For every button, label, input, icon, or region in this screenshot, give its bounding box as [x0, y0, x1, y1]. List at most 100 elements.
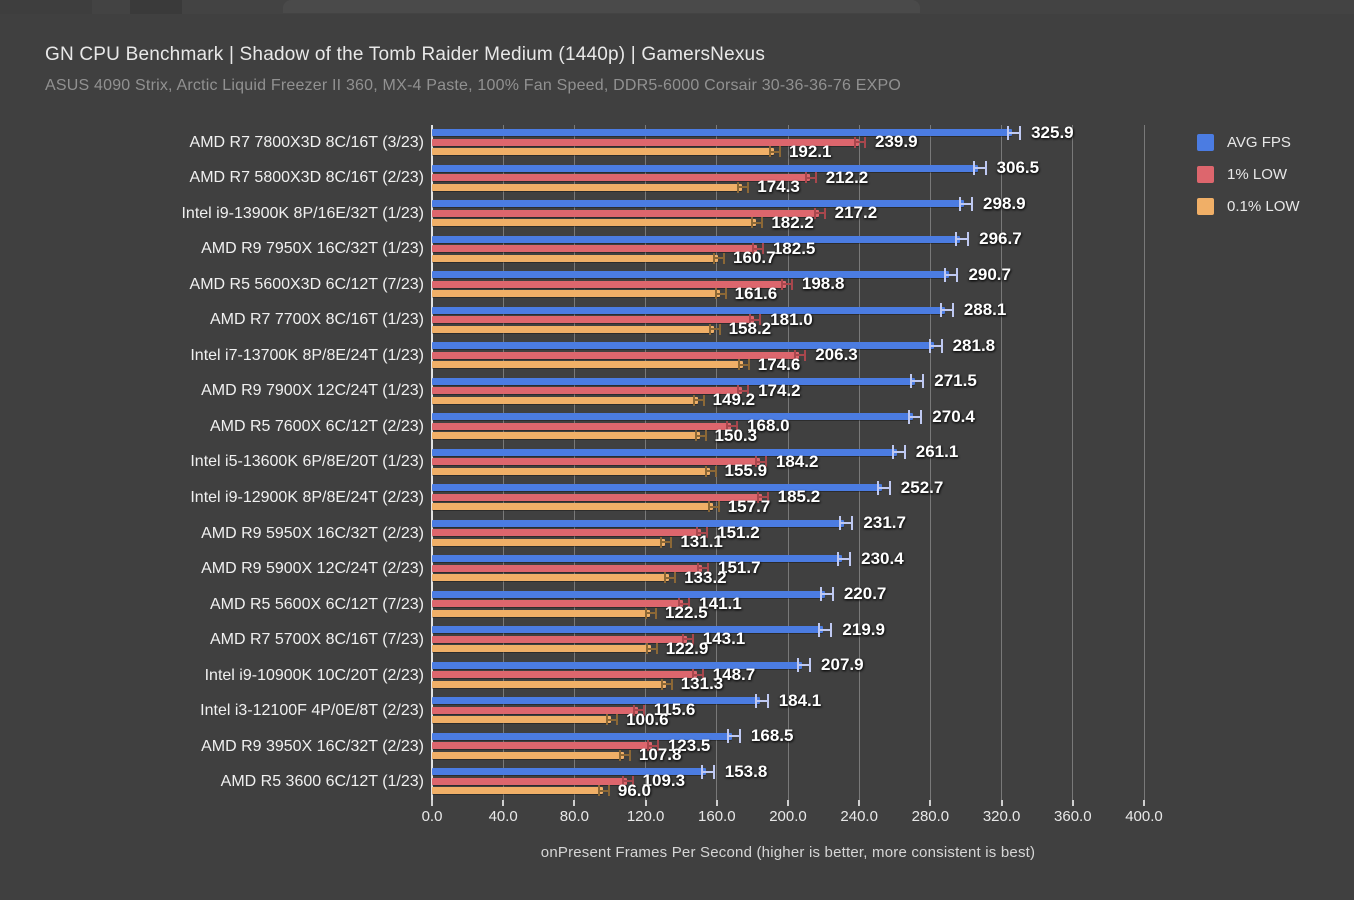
category-label: AMD R5 5600X 6C/12T (7/23)	[209, 595, 424, 613]
bar-avg-fps	[432, 697, 760, 705]
error-whisker-avg-fps	[876, 480, 891, 495]
tick-label: 80.0	[559, 808, 589, 825]
bar-avg-fps	[432, 555, 843, 563]
whisker-line	[709, 505, 718, 508]
error-whisker-avg-fps	[700, 764, 715, 779]
error-whisker-1pct-low	[737, 385, 750, 397]
value-label-avg-fps: 296.7	[979, 229, 1022, 249]
legend-label: AVG FPS	[1227, 133, 1291, 151]
error-whisker-1pct-low	[854, 136, 867, 148]
error-whisker-01pct-low	[597, 785, 610, 797]
value-label-01pct-low: 131.3	[680, 674, 724, 694]
bar-1pct-low	[432, 458, 760, 466]
error-whisker-01pct-low	[737, 181, 750, 193]
error-whisker-avg-fps	[726, 729, 741, 744]
error-whisker-1pct-low	[794, 349, 807, 361]
whisker-line	[699, 567, 708, 570]
browser-chrome-artifact	[130, 0, 182, 14]
value-label-01pct-low: 158.2	[728, 319, 772, 339]
gridline	[929, 125, 931, 800]
whisker-line	[751, 318, 760, 321]
error-whisker-01pct-low	[660, 678, 673, 690]
category-label: AMD R7 5800X3D 8C/16T (2/23)	[189, 169, 424, 187]
tick-mark	[715, 800, 718, 806]
whisker-line	[666, 576, 675, 579]
whisker-line	[839, 557, 850, 560]
bar-1pct-low	[432, 316, 755, 324]
value-label-avg-fps: 290.7	[968, 264, 1011, 284]
bar-avg-fps	[432, 377, 916, 385]
value-label-avg-fps: 281.8	[952, 335, 996, 355]
whisker-line	[696, 434, 705, 437]
value-label-avg-fps: 325.9	[1031, 122, 1074, 142]
error-whisker-01pct-low	[645, 643, 658, 655]
value-label-avg-fps: 207.9	[821, 655, 864, 675]
tick-mark	[858, 800, 861, 806]
error-whisker-01pct-low	[751, 217, 764, 229]
bar-01pct-low	[432, 183, 743, 191]
gridline	[787, 125, 789, 800]
whisker-line	[820, 628, 831, 631]
bar-1pct-low	[432, 138, 860, 146]
tick-mark	[644, 800, 647, 806]
value-label-01pct-low: 96.0	[617, 780, 651, 800]
whisker-line	[957, 238, 968, 241]
category-label: Intel i9-10900K 10C/20T (2/23)	[204, 666, 424, 684]
bar-01pct-low	[432, 148, 774, 155]
error-whisker-1pct-low	[754, 456, 767, 468]
bar-01pct-low	[432, 396, 698, 404]
bar-1pct-low	[432, 351, 800, 359]
value-label-01pct-low: 174.6	[757, 354, 801, 374]
value-label-avg-fps: 153.8	[724, 761, 768, 781]
value-label-avg-fps: 306.5	[996, 158, 1040, 178]
category-label: Intel i9-13900K 8P/16E/32T (1/23)	[181, 204, 424, 222]
value-label-1pct-low: 174.2	[758, 380, 801, 400]
value-label-1pct-low: 206.3	[815, 345, 858, 365]
legend-item: 0.1% LOW	[1197, 190, 1300, 222]
value-label-01pct-low: 122.9	[665, 638, 709, 658]
error-whisker-avg-fps	[959, 196, 974, 211]
whisker-line	[912, 380, 923, 383]
error-whisker-1pct-low	[632, 704, 645, 716]
whisker-line	[878, 486, 889, 489]
whisker-line	[739, 186, 748, 189]
tick-label: 320.0	[982, 808, 1021, 825]
bar-01pct-low	[432, 716, 612, 724]
bar-1pct-low	[432, 564, 703, 572]
bar-1pct-low	[432, 671, 697, 679]
bar-1pct-low	[432, 245, 757, 253]
value-label-01pct-low: 155.9	[724, 461, 768, 481]
tick-mark	[573, 800, 576, 806]
error-whisker-avg-fps	[944, 267, 959, 282]
bar-avg-fps	[432, 590, 825, 598]
error-whisker-01pct-low	[768, 146, 781, 157]
error-whisker-avg-fps	[819, 587, 834, 602]
error-whisker-01pct-low	[714, 288, 727, 300]
bar-1pct-low	[432, 280, 786, 288]
error-whisker-01pct-low	[606, 714, 619, 726]
value-label-01pct-low: 161.6	[734, 283, 778, 303]
bar-1pct-low	[432, 777, 627, 785]
bar-avg-fps	[432, 129, 1013, 136]
error-whisker-1pct-low	[691, 669, 704, 681]
value-label-01pct-low: 192.1	[788, 141, 832, 161]
whisker-line	[715, 257, 724, 260]
category-label: Intel i7-13700K 8P/8E/24T (1/23)	[190, 346, 424, 364]
error-whisker-01pct-low	[618, 749, 631, 761]
value-label-avg-fps: 219.9	[842, 619, 885, 639]
error-whisker-01pct-low	[660, 536, 673, 548]
whisker-line	[756, 460, 765, 463]
tick-mark	[929, 800, 932, 806]
value-label-avg-fps: 168.5	[750, 726, 794, 746]
bar-01pct-low	[432, 538, 666, 546]
value-label-1pct-low: 181.0	[770, 309, 813, 329]
whisker-line	[961, 202, 972, 205]
tick-label: 400.0	[1125, 808, 1163, 825]
value-label-avg-fps: 270.4	[932, 406, 975, 426]
browser-tab-artifact	[283, 0, 920, 13]
error-whisker-1pct-low	[756, 491, 769, 503]
bar-avg-fps	[432, 768, 706, 776]
whisker-line	[770, 150, 779, 153]
bar-1pct-low	[432, 600, 684, 608]
value-label-1pct-low: 151.2	[717, 522, 760, 542]
